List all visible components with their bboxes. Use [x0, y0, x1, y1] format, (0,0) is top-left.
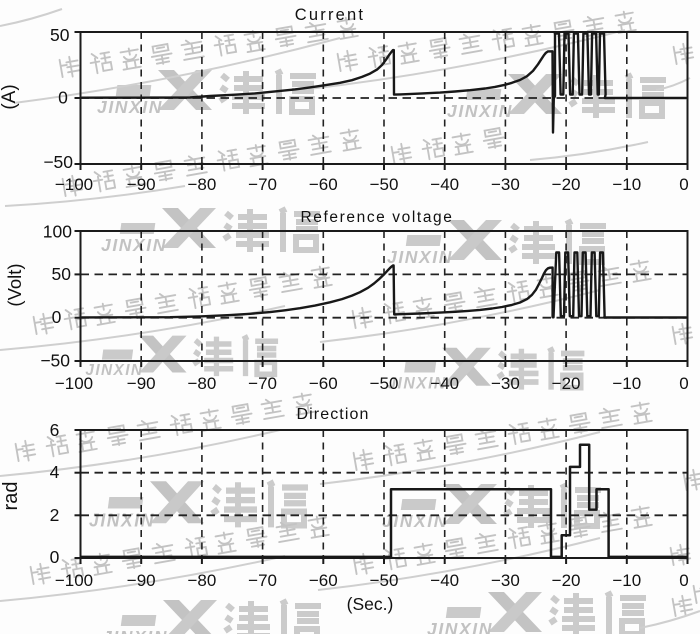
svg-text:4: 4 [50, 462, 60, 482]
svg-text:0: 0 [50, 547, 60, 567]
svg-text:−100: −100 [55, 374, 93, 393]
svg-text:−60: −60 [309, 175, 338, 194]
svg-text:50: 50 [52, 264, 72, 284]
svg-text:Reference voltage: Reference voltage [300, 209, 453, 226]
svg-text:0: 0 [52, 307, 62, 327]
svg-text:−30: −30 [491, 571, 520, 590]
svg-text:0: 0 [58, 88, 68, 108]
svg-text:−20: −20 [552, 374, 581, 393]
svg-text:−90: −90 [127, 175, 156, 194]
svg-text:−10: −10 [612, 571, 641, 590]
svg-text:100: 100 [43, 222, 72, 242]
svg-text:−50: −50 [370, 571, 399, 590]
svg-text:50: 50 [50, 25, 70, 45]
svg-text:−40: −40 [430, 374, 459, 393]
svg-text:−100: −100 [55, 571, 93, 590]
svg-text:rad: rad [0, 482, 22, 511]
svg-text:−70: −70 [248, 571, 277, 590]
svg-text:Direction: Direction [296, 406, 369, 423]
svg-text:−70: −70 [248, 175, 277, 194]
svg-text:−70: −70 [248, 374, 277, 393]
svg-text:0: 0 [679, 374, 688, 393]
svg-text:−30: −30 [491, 374, 520, 393]
svg-text:−50: −50 [43, 152, 73, 172]
svg-text:−20: −20 [552, 571, 581, 590]
svg-text:0: 0 [679, 175, 688, 194]
svg-text:−90: −90 [127, 571, 156, 590]
svg-text:−50: −50 [370, 175, 399, 194]
svg-text:(Sec.): (Sec.) [347, 594, 394, 614]
svg-text:−40: −40 [430, 175, 459, 194]
svg-text:−50: −50 [40, 351, 70, 371]
svg-text:2: 2 [50, 505, 60, 525]
svg-text:−90: −90 [127, 374, 156, 393]
svg-text:−80: −80 [187, 571, 216, 590]
svg-text:−30: −30 [491, 175, 520, 194]
svg-text:−40: −40 [430, 571, 459, 590]
svg-text:−80: −80 [187, 175, 216, 194]
svg-text:−10: −10 [612, 175, 641, 194]
svg-text:(A): (A) [0, 84, 20, 109]
svg-text:0: 0 [679, 571, 688, 590]
svg-text:−60: −60 [309, 571, 338, 590]
svg-text:−80: −80 [187, 374, 216, 393]
svg-text:(Volt): (Volt) [4, 263, 25, 306]
svg-text:6: 6 [50, 420, 60, 440]
svg-text:−10: −10 [612, 374, 641, 393]
svg-text:−60: −60 [309, 374, 338, 393]
svg-text:−50: −50 [370, 374, 399, 393]
svg-text:−100: −100 [55, 175, 93, 194]
svg-text:−20: −20 [552, 175, 581, 194]
svg-text:Current: Current [295, 6, 365, 24]
